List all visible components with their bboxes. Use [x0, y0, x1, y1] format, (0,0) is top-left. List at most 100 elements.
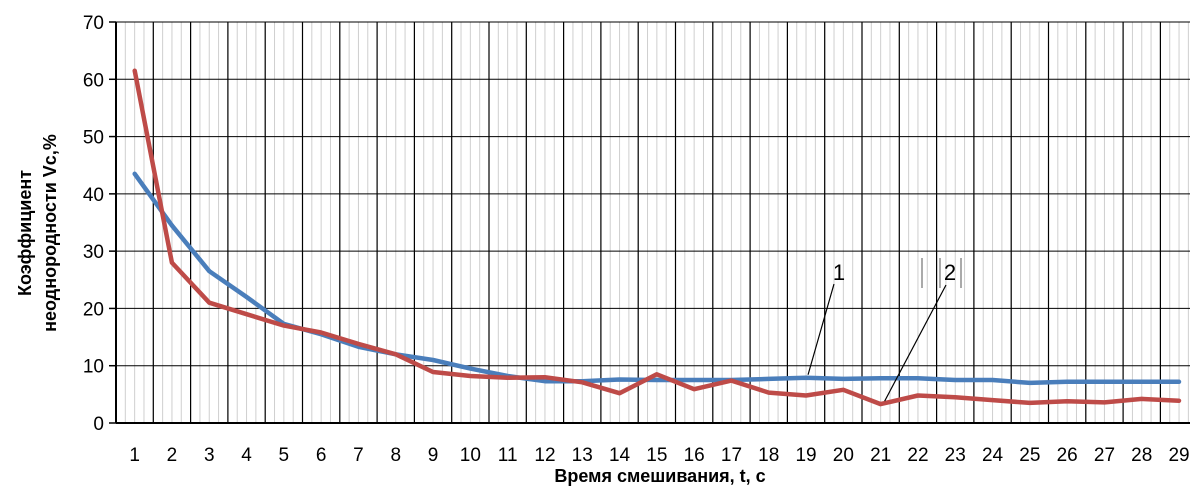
x-tick-label: 4	[241, 445, 252, 466]
data-point-series-2	[170, 261, 174, 265]
x-tick-label: 14	[609, 445, 631, 466]
data-point-series-1	[879, 376, 883, 380]
y-tick-label: 10	[83, 357, 104, 378]
annotation-label-2: 2	[944, 260, 956, 285]
x-tick-label: 11	[498, 445, 518, 466]
data-point-series-2	[804, 394, 808, 398]
data-point-series-2	[245, 312, 249, 316]
data-point-series-1	[1102, 380, 1106, 384]
data-point-series-1	[207, 269, 211, 273]
x-tick-label: 16	[684, 445, 705, 466]
data-point-series-2	[133, 69, 137, 73]
annotation-label-1: 1	[833, 260, 845, 285]
y-tick-label: 30	[83, 242, 104, 263]
data-point-series-2	[767, 391, 771, 395]
data-point-series-2	[618, 391, 622, 395]
data-point-series-2	[1102, 400, 1106, 404]
data-point-series-1	[543, 379, 547, 383]
x-tick-label: 18	[758, 445, 779, 466]
data-point-series-2	[879, 402, 883, 406]
y-tick-label: 40	[83, 185, 104, 206]
y-axis-title-line2: неоднородности Vc,%	[40, 134, 60, 332]
x-tick-label: 22	[907, 445, 928, 466]
data-point-series-2	[207, 301, 211, 305]
y-tick-label: 20	[83, 299, 104, 320]
data-point-series-1	[245, 295, 249, 299]
data-point-series-1	[1140, 380, 1144, 384]
data-point-series-1	[468, 367, 472, 371]
x-tick-label: 17	[721, 445, 742, 466]
data-point-series-1	[618, 377, 622, 381]
x-tick-label: 27	[1094, 445, 1115, 466]
data-point-series-2	[1065, 399, 1069, 403]
data-point-series-1	[1028, 381, 1032, 385]
data-point-series-1	[170, 223, 174, 227]
data-point-series-1	[431, 358, 435, 362]
data-point-series-1	[692, 378, 696, 382]
y-tick-label: 60	[83, 70, 104, 91]
y-tick-label: 50	[83, 128, 104, 149]
x-tick-label: 12	[534, 445, 555, 466]
data-point-series-2	[319, 330, 323, 334]
data-point-series-1	[655, 378, 659, 382]
data-point-series-2	[729, 379, 733, 383]
x-tick-label: 28	[1131, 445, 1152, 466]
data-point-series-2	[394, 352, 398, 356]
data-point-series-1	[916, 376, 920, 380]
x-tick-label: 19	[795, 445, 816, 466]
annotation-leader-1	[807, 283, 835, 375]
data-point-series-1	[841, 377, 845, 381]
data-point-series-2	[1028, 401, 1032, 405]
data-point-series-2	[282, 324, 286, 328]
data-point-series-2	[991, 398, 995, 402]
x-tick-label: 10	[460, 445, 481, 466]
data-point-series-1	[1065, 380, 1069, 384]
x-tick-label: 29	[1168, 445, 1189, 466]
x-tick-label: 9	[428, 445, 439, 466]
x-tick-label: 13	[572, 445, 593, 466]
x-tick-label: 8	[390, 445, 401, 466]
data-point-series-1	[767, 377, 771, 381]
data-point-series-2	[916, 394, 920, 398]
grid	[116, 21, 1190, 423]
series-lines	[132, 68, 1182, 407]
data-point-series-1	[991, 378, 995, 382]
data-point-series-1	[133, 172, 137, 176]
y-axis-title-line1: Коэффициент	[15, 170, 35, 296]
x-tick-label: 23	[945, 445, 966, 466]
y-tick-label: 0	[93, 414, 104, 435]
x-tick-label: 24	[982, 445, 1004, 466]
x-tick-label: 1	[129, 445, 140, 466]
x-tick-label: 15	[646, 445, 667, 466]
x-tick-label: 21	[870, 445, 891, 466]
data-point-series-1	[1177, 380, 1181, 384]
annotation-leader-2	[884, 284, 947, 402]
x-axis-title: Время смешивания, t, с	[554, 466, 765, 486]
data-point-series-2	[1177, 399, 1181, 403]
axes	[109, 21, 1190, 424]
x-tick-label: 2	[167, 445, 178, 466]
data-point-series-2	[580, 380, 584, 384]
data-point-series-2	[655, 372, 659, 376]
x-tick-label: 26	[1057, 445, 1078, 466]
data-point-series-2	[506, 376, 510, 380]
x-tick-label: 5	[279, 445, 290, 466]
y-tick-label: 70	[83, 13, 104, 34]
x-tick-label: 3	[204, 445, 215, 466]
data-point-series-1	[804, 376, 808, 380]
x-tick-label: 7	[353, 445, 364, 466]
data-point-series-2	[692, 387, 696, 391]
data-point-series-2	[468, 374, 472, 378]
data-point-series-2	[431, 370, 435, 374]
data-point-series-2	[1140, 397, 1144, 401]
data-point-series-2	[356, 342, 360, 346]
data-point-series-2	[841, 388, 845, 392]
x-tick-label: 25	[1019, 445, 1040, 466]
data-point-series-2	[543, 375, 547, 379]
data-point-series-1	[953, 378, 957, 382]
x-tick-label: 6	[316, 445, 327, 466]
x-tick-label: 20	[833, 445, 854, 466]
